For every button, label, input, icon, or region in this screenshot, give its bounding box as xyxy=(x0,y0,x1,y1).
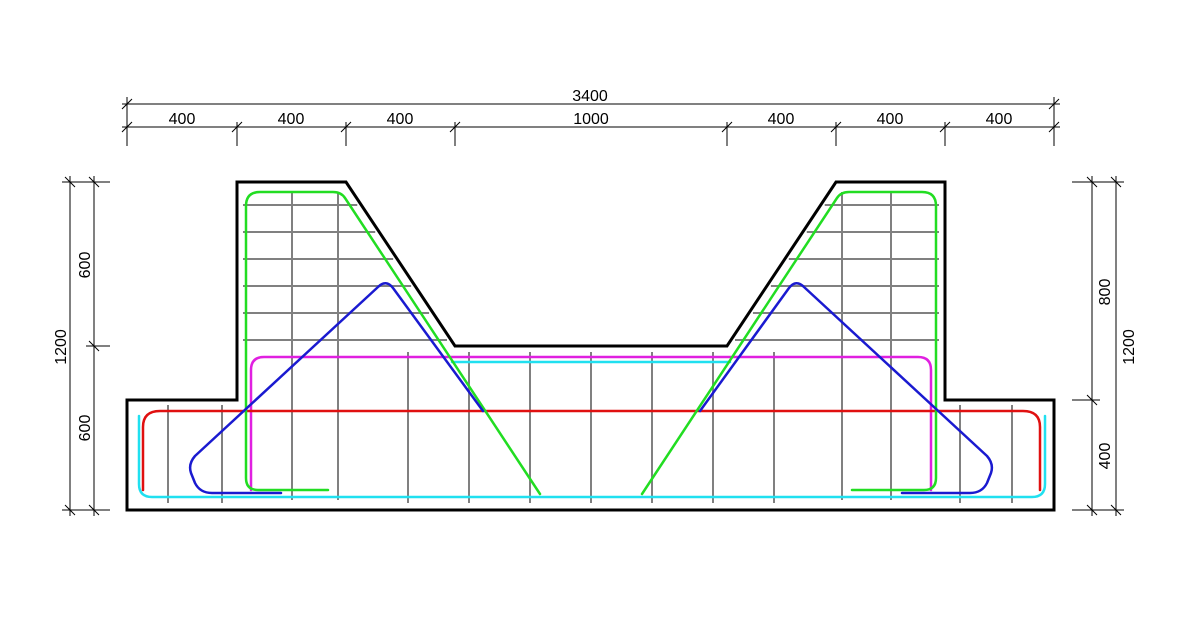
left-tick-marks xyxy=(64,176,100,516)
colored-rebars xyxy=(137,190,1047,499)
tick-mark xyxy=(88,504,100,516)
tick-mark xyxy=(1048,98,1060,110)
tick-mark xyxy=(1086,394,1098,406)
right-total-label: 1200 xyxy=(1121,329,1138,365)
tick-mark xyxy=(64,176,76,188)
magenta-stirrup-rebar xyxy=(249,355,933,492)
top-segment-label: 400 xyxy=(877,111,904,128)
blue-left-diagonal-rebar xyxy=(188,282,485,495)
top-segment-label: 400 xyxy=(768,111,795,128)
tick-mark xyxy=(231,121,243,133)
rebar-grid xyxy=(167,192,1013,503)
top-segment-label: 400 xyxy=(278,111,305,128)
tick-mark xyxy=(939,121,951,133)
top-segment-label: 400 xyxy=(986,111,1013,128)
right-tick-marks xyxy=(1086,176,1122,516)
tick-mark xyxy=(1086,504,1098,516)
tick-mark xyxy=(121,121,133,133)
right-segment-label: 400 xyxy=(1097,443,1114,470)
tick-mark xyxy=(721,121,733,133)
tick-mark xyxy=(88,340,100,352)
top-segment-label: 1000 xyxy=(573,111,609,128)
tick-mark xyxy=(449,121,461,133)
left-segment-label: 600 xyxy=(77,415,94,442)
tick-mark xyxy=(1110,504,1122,516)
left-segment-label: 600 xyxy=(77,252,94,279)
section-outline xyxy=(125,180,1056,512)
top-segment-label: 400 xyxy=(169,111,196,128)
tick-mark xyxy=(340,121,352,133)
tick-mark xyxy=(1110,176,1122,188)
tick-mark xyxy=(121,98,133,110)
tick-mark xyxy=(830,121,842,133)
blue-right-diagonal-rebar xyxy=(698,282,994,495)
tick-mark xyxy=(1086,176,1098,188)
green-right-bent-rebar xyxy=(640,190,938,496)
right-segment-label: 800 xyxy=(1097,279,1114,306)
left-dimensions: 1200 600 600 xyxy=(53,176,110,516)
red-main-rebar xyxy=(141,409,1042,492)
tick-mark xyxy=(1048,121,1060,133)
tick-mark xyxy=(88,176,100,188)
left-total-label: 1200 xyxy=(53,329,70,365)
cyan-bottom-rebar xyxy=(137,414,1047,499)
green-left-bent-rebar xyxy=(244,190,542,496)
top-segment-label: 400 xyxy=(387,111,414,128)
tick-mark xyxy=(64,504,76,516)
right-dimensions: 800 400 1200 xyxy=(1072,176,1138,516)
top-total-label: 3400 xyxy=(572,88,608,105)
top-tick-marks xyxy=(121,98,1060,133)
top-dimensions: 3400 400 400 400 1000 400 400 400 xyxy=(121,88,1060,146)
